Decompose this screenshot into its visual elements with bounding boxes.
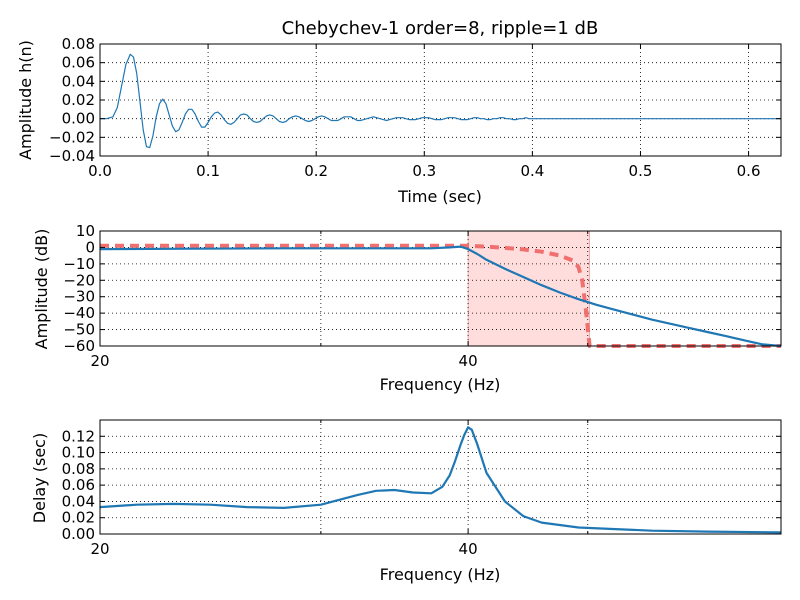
impulse-xtick-label: 0.5	[629, 162, 653, 180]
delay-ylabel: Delay (sec)	[30, 433, 49, 523]
impulse-ytick-label: 0.04	[62, 72, 95, 90]
impulse-ytick-label: 0.06	[62, 54, 95, 72]
impulse-ytick-label: 0.08	[62, 35, 95, 53]
delay-xlabel: Frequency (Hz)	[380, 565, 501, 584]
amplitude-shaded-region	[467, 230, 590, 347]
delay-ytick-label: 0.00	[62, 525, 95, 543]
delay-xtick-label: 20	[90, 540, 109, 558]
delay-ytick-label: 0.02	[62, 509, 95, 527]
impulse-xtick-label: 0.4	[520, 162, 544, 180]
amplitude-ytick-label: −60	[63, 337, 95, 355]
amplitude-ytick-label: −40	[63, 304, 95, 322]
impulse-xtick-label: 0.3	[412, 162, 436, 180]
delay-ytick-label: 0.04	[62, 492, 95, 510]
amplitude-response-plot: Frequency (Hz) Amplitude (dB) 20 40 −60−50…	[32, 222, 782, 394]
impulse-ytick-label: −0.04	[49, 147, 95, 165]
amplitude-series-line-1	[99, 245, 782, 348]
amplitude-axes-frame	[99, 230, 782, 347]
amplitude-xlabel: Frequency (Hz)	[380, 375, 501, 394]
amplitude-xtick-label: 40	[459, 352, 478, 370]
impulse-response-plot: Time (sec) Amplitude h(n) 0.0 0.1 0.2 0.3 0.…	[16, 35, 782, 206]
delay-ytick-label: 0.12	[62, 427, 95, 445]
impulse-xtick-label: 0.2	[304, 162, 328, 180]
amplitude-ytick-label: −50	[63, 321, 95, 339]
delay-xtick-label: 40	[459, 540, 478, 558]
amplitude-ytick-label: 10	[76, 222, 95, 240]
impulse-series-line-0	[100, 53, 781, 149]
impulse-xlabel: Time (sec)	[397, 187, 482, 206]
chart-title: Chebychev-1 order=8, ripple=1 dB	[282, 18, 599, 39]
delay-ytick-label: 0.08	[62, 460, 95, 478]
delay-series-line-0	[99, 426, 782, 534]
amplitude-ytick-label: 0	[85, 238, 95, 256]
delay-axes-frame	[99, 419, 782, 535]
amplitude-ylabel: Amplitude (dB)	[32, 229, 51, 350]
impulse-ytick-label: −0.02	[49, 128, 95, 146]
group-delay-plot: Frequency (Hz) Delay (sec) 20 400.000.020…	[30, 419, 782, 584]
impulse-ylabel: Amplitude h(n)	[16, 40, 35, 160]
delay-ytick-label: 0.10	[62, 444, 95, 462]
impulse-xtick-label: 0.1	[196, 162, 220, 180]
impulse-ytick-label: 0.02	[62, 91, 95, 109]
amplitude-xtick-label: 20	[90, 352, 109, 370]
impulse-ytick-label: 0.00	[62, 110, 95, 128]
amplitude-ytick-label: −10	[63, 255, 95, 273]
impulse-xtick-label: 0.0	[88, 162, 112, 180]
delay-ytick-label: 0.06	[62, 476, 95, 494]
amplitude-ytick-label: −30	[63, 288, 95, 306]
impulse-xtick-label: 0.6	[737, 162, 761, 180]
amplitude-series-line-0	[100, 243, 781, 348]
amplitude-ytick-label: −20	[63, 271, 95, 289]
